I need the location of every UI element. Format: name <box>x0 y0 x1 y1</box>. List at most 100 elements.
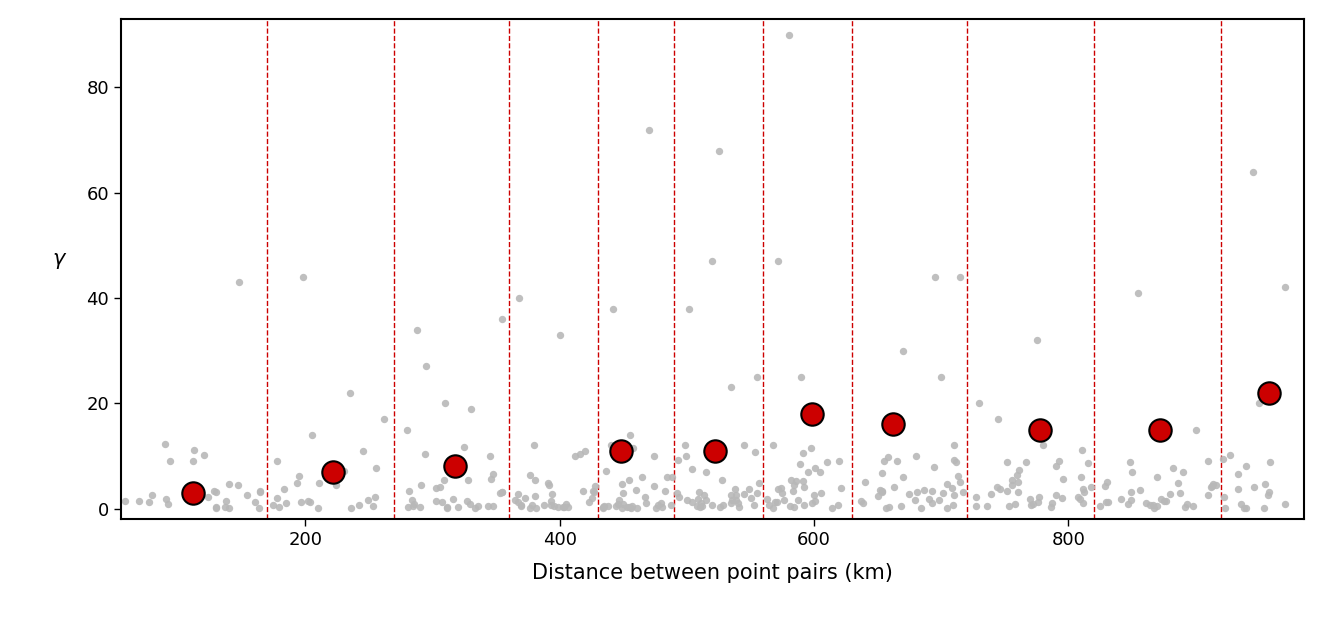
Point <box>784 479 805 489</box>
Point <box>582 486 603 496</box>
Point <box>704 446 726 456</box>
Point <box>406 325 427 335</box>
Point <box>871 487 892 497</box>
Point <box>218 479 239 489</box>
Point <box>292 272 313 282</box>
Point <box>374 414 395 424</box>
Point <box>937 503 958 513</box>
Point <box>396 425 418 435</box>
Point <box>181 456 203 466</box>
Point <box>491 487 512 498</box>
Point <box>228 277 250 287</box>
Point <box>159 456 180 466</box>
Point <box>1001 480 1023 490</box>
Point <box>1258 387 1279 398</box>
Point <box>245 497 266 507</box>
Point <box>219 503 241 513</box>
Point <box>364 492 386 502</box>
Point <box>558 502 579 512</box>
Point <box>607 499 629 510</box>
Point <box>458 499 480 510</box>
Point <box>308 503 329 513</box>
Point <box>593 503 614 513</box>
Point <box>262 499 284 510</box>
Point <box>618 502 640 512</box>
Point <box>352 446 374 456</box>
Point <box>620 503 641 513</box>
Point <box>914 486 935 496</box>
Point <box>801 498 823 508</box>
Point <box>871 486 892 496</box>
Point <box>526 503 547 513</box>
Point <box>965 491 986 501</box>
Point <box>410 502 431 512</box>
Point <box>508 293 530 303</box>
Point <box>1227 484 1249 494</box>
Point <box>235 490 257 500</box>
Point <box>1160 489 1181 499</box>
Point <box>789 460 810 470</box>
Point <box>538 480 559 490</box>
Point <box>767 484 789 494</box>
Point <box>851 496 872 506</box>
Point <box>1142 499 1164 510</box>
Point <box>1032 441 1054 451</box>
Point <box>728 502 750 512</box>
Point <box>325 480 347 490</box>
Point <box>398 502 419 512</box>
Point <box>906 487 927 498</box>
Point <box>770 482 792 492</box>
Point <box>442 494 464 504</box>
Point <box>656 472 677 482</box>
Point <box>333 466 355 476</box>
Point <box>1150 494 1172 504</box>
Point <box>638 125 660 135</box>
Point <box>155 439 176 449</box>
Point <box>402 501 423 511</box>
Point <box>1258 487 1279 498</box>
Point <box>679 303 700 313</box>
Point <box>809 467 831 477</box>
Point <box>689 501 711 511</box>
Point <box>308 478 329 488</box>
Point <box>886 456 907 467</box>
Point <box>610 446 632 456</box>
Point <box>1044 461 1066 472</box>
Point <box>1185 425 1207 435</box>
Point <box>1144 503 1165 513</box>
Point <box>758 500 780 510</box>
Point <box>676 451 698 461</box>
Point <box>708 146 730 156</box>
Point <box>1048 456 1070 467</box>
Point <box>720 490 742 500</box>
Point <box>634 492 656 502</box>
Point <box>1051 493 1073 503</box>
Point <box>1169 488 1191 498</box>
Point <box>618 430 640 440</box>
Point <box>667 455 688 465</box>
Point <box>878 502 899 512</box>
Point <box>1259 458 1281 468</box>
Point <box>650 498 672 508</box>
Point <box>892 346 914 356</box>
Point <box>694 490 715 500</box>
Point <box>1153 496 1175 506</box>
Point <box>925 272 946 282</box>
Point <box>702 256 723 266</box>
Point <box>903 495 925 505</box>
Point <box>426 482 448 492</box>
Point <box>1071 445 1093 455</box>
Point <box>477 501 499 511</box>
Point <box>855 477 876 487</box>
Point <box>249 487 270 497</box>
Point <box>426 496 448 506</box>
Point <box>227 480 249 490</box>
Point <box>157 499 179 510</box>
Point <box>1073 487 1094 498</box>
Point <box>773 495 794 505</box>
Point <box>1001 475 1023 486</box>
Point <box>746 372 767 382</box>
Point <box>1023 499 1044 509</box>
Point <box>852 498 874 508</box>
Point <box>431 498 453 508</box>
